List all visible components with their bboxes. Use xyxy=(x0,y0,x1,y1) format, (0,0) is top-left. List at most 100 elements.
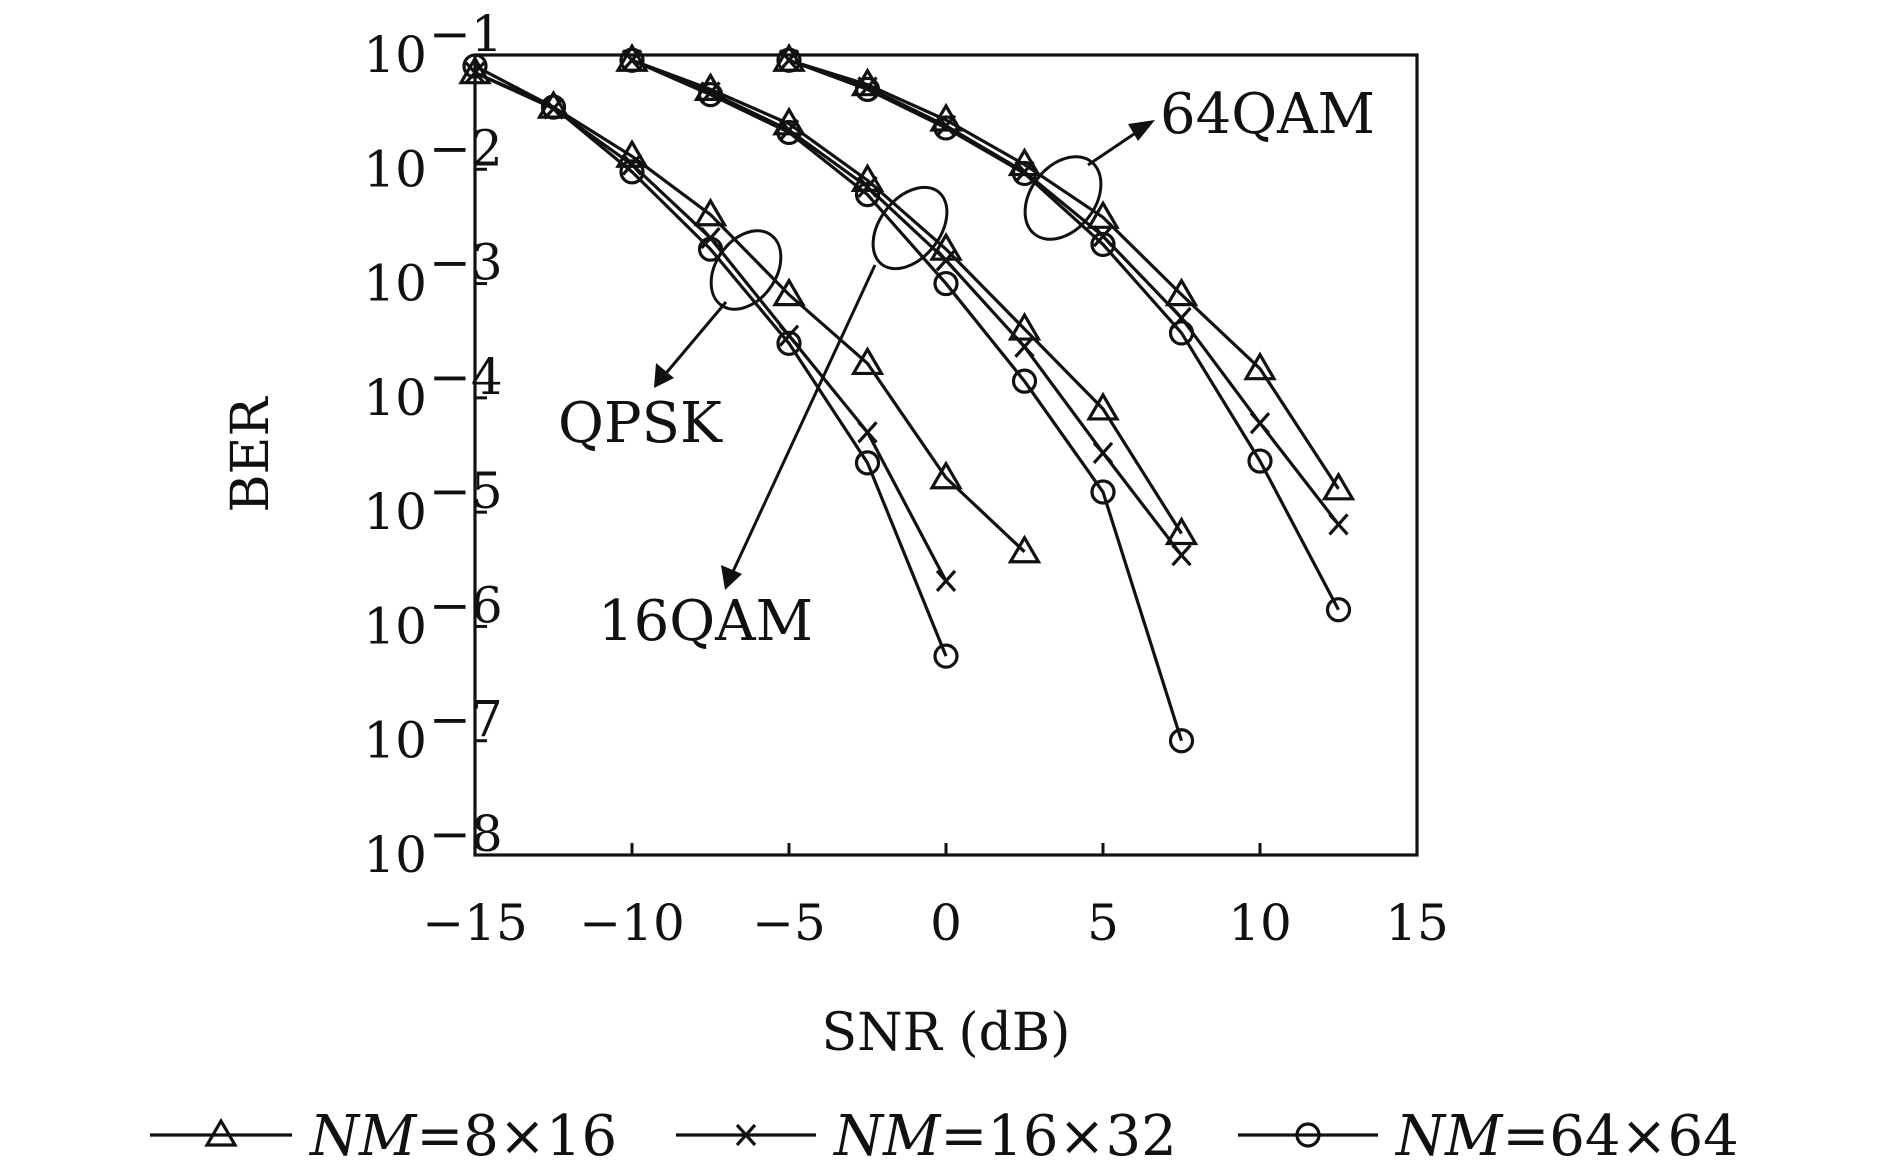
data-point-circle xyxy=(1168,320,1195,346)
data-point-circle xyxy=(1325,597,1352,623)
data-point-cross xyxy=(935,569,957,593)
data-point-triangle xyxy=(1321,471,1356,501)
legend-item-64x64: NM=64×64 xyxy=(1238,1104,1739,1169)
data-point-triangle xyxy=(929,460,963,490)
data-point-circle xyxy=(933,643,959,669)
y-axis-ticks: 10−110−210−310−410−510−610−710−8 xyxy=(363,5,502,884)
y-tick-exponent: −1 xyxy=(429,5,503,63)
data-point-circle xyxy=(697,236,724,262)
data-point-triangle xyxy=(1007,534,1042,564)
data-point-circle xyxy=(1090,231,1116,258)
data-point-circle xyxy=(1168,728,1195,754)
data-point-cross xyxy=(857,421,878,444)
legend-item-8x16: NM=8×16 xyxy=(150,1104,617,1169)
qpsk-bundle-ellipse xyxy=(709,229,783,311)
data-point-circle xyxy=(854,76,881,103)
data-point-circle xyxy=(776,47,802,73)
y-tick-exponent: −8 xyxy=(429,805,503,863)
y-tick-exponent: −7 xyxy=(429,691,503,749)
data-point-cross xyxy=(857,175,878,199)
data-point-triangle xyxy=(1086,391,1120,421)
x-tick-label: 15 xyxy=(1385,894,1449,952)
x-axis-label: SNR (dB) xyxy=(822,1003,1071,1063)
data-point-cross xyxy=(1249,412,1271,435)
64qam-arrow-line xyxy=(1087,128,1141,167)
legend-label-16x32: NM=16×32 xyxy=(832,1104,1177,1169)
x-tick-label: 10 xyxy=(1228,894,1292,952)
16qam-bundle-ellipse xyxy=(871,185,949,271)
x-tick-label: 0 xyxy=(930,894,962,952)
x-tick-label: −10 xyxy=(579,894,685,952)
data-point-circle xyxy=(462,53,488,79)
y-tick-label: 10 xyxy=(363,826,427,884)
y-tick-exponent: −6 xyxy=(429,576,503,634)
data-point-circle xyxy=(1011,368,1038,394)
x-tick-label: −15 xyxy=(422,894,528,952)
16qam-arrow-line xyxy=(728,264,877,579)
data-point-cross xyxy=(1092,225,1114,248)
legend-triangle-marker xyxy=(204,1117,238,1147)
x-tick-label: 5 xyxy=(1087,894,1119,952)
x-tick-label: −5 xyxy=(752,894,826,952)
qpsk-arrow-line xyxy=(660,301,728,379)
data-point-cross xyxy=(464,61,486,84)
y-tick-exponent: −3 xyxy=(429,234,503,292)
16qam-arrowhead xyxy=(721,565,742,590)
data-point-triangle xyxy=(772,277,806,307)
y-tick-label: 10 xyxy=(363,26,427,84)
data-point-circle xyxy=(854,182,881,208)
data-point-triangle xyxy=(1164,277,1199,307)
data-point-triangle xyxy=(850,346,885,376)
annotations: QPSK 16QAM 64QAM xyxy=(558,82,1375,654)
64qam-arrowhead xyxy=(1128,120,1155,141)
data-point-circle xyxy=(619,159,645,185)
annotation-qpsk: QPSK xyxy=(558,391,723,456)
data-point-triangle xyxy=(1086,200,1120,229)
y-tick-label: 10 xyxy=(363,255,427,313)
data-point-circle xyxy=(1090,479,1116,505)
x-axis-ticks: −15 −10 −5 0 5 10 15 xyxy=(422,843,1449,952)
data-point-cross xyxy=(621,153,643,176)
y-tick-label: 10 xyxy=(363,369,427,427)
legend-label-8x16: NM=8×16 xyxy=(308,1104,617,1169)
data-point-circle xyxy=(619,47,645,73)
data-point-cross xyxy=(1092,441,1114,464)
data-point-circle xyxy=(854,450,881,476)
data-point-triangle xyxy=(1007,311,1042,341)
legend-item-16x32: NM=16×32 xyxy=(676,1104,1177,1169)
legend-label-64x64: NM=64×64 xyxy=(1394,1104,1739,1169)
data-point-circle xyxy=(933,270,959,297)
annotation-64qam: 64QAM xyxy=(1160,82,1375,147)
data-point-cross xyxy=(778,324,800,347)
data-point-cross xyxy=(1014,335,1035,358)
data-point-cross xyxy=(621,49,643,72)
y-tick-label: 10 xyxy=(363,712,427,770)
qpsk-arrowhead xyxy=(654,363,674,388)
y-tick-exponent: −5 xyxy=(429,462,503,520)
y-tick-label: 10 xyxy=(363,140,427,198)
annotation-16qam: 16QAM xyxy=(598,589,813,654)
y-tick-exponent: −2 xyxy=(429,119,503,177)
data-point-triangle xyxy=(1164,516,1199,546)
data-point-circle xyxy=(1011,160,1038,187)
data-point-circle xyxy=(933,115,959,141)
series-line-qpsk-triangle xyxy=(474,71,1026,553)
data-point-circle xyxy=(776,330,802,356)
series-line-qpsk-cross xyxy=(474,71,948,582)
data-point-circle xyxy=(697,82,724,108)
data-point-cross xyxy=(1171,544,1192,567)
data-point-triangle xyxy=(1243,351,1277,381)
data-point-circle xyxy=(776,119,802,146)
data-point-cross xyxy=(1328,513,1349,536)
data-point-triangle xyxy=(458,55,492,85)
y-tick-exponent: −4 xyxy=(429,348,503,406)
y-tick-label: 10 xyxy=(363,483,427,541)
legend-circle-marker xyxy=(1295,1122,1321,1148)
series-markers xyxy=(458,43,1356,754)
legend-cross-marker xyxy=(735,1123,757,1147)
y-tick-label: 10 xyxy=(363,597,427,655)
data-point-triangle xyxy=(693,197,728,227)
data-point-circle xyxy=(1247,448,1273,474)
data-point-cross xyxy=(935,249,957,272)
